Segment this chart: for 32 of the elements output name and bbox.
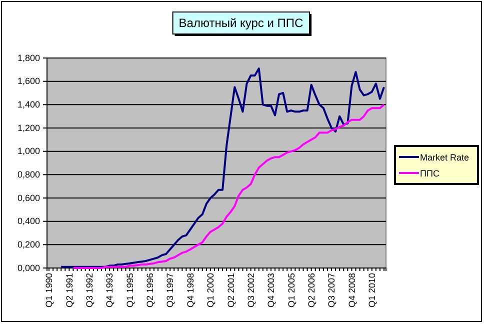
y-tick-label: 0,000 (17, 262, 40, 273)
x-tick-label: Q2 2006 (306, 273, 316, 308)
y-tick-label: 1,000 (17, 146, 40, 156)
y-tick-label: 0,600 (17, 192, 40, 203)
chart-title: Валютный курс и ППС (178, 16, 304, 30)
line-series (60, 68, 385, 268)
x-tick-label: Q2 1996 (145, 273, 156, 308)
y-tick-label: 1,200 (17, 122, 40, 133)
x-tick-label: Q3 1997 (165, 273, 176, 308)
x-tick-label: Q4 1998 (185, 273, 196, 308)
x-tick-label: Q4 2003 (266, 273, 276, 308)
y-tick-label: 0,200 (17, 240, 40, 250)
x-tick-label: Q2 2001 (226, 273, 236, 308)
x-tick-label: Q4 1993 (104, 273, 115, 308)
x-tick-label: Q1 2005 (286, 273, 296, 308)
y-tick-label: 1,800 (17, 52, 40, 63)
y-tick-label: 0,800 (17, 170, 40, 180)
x-tick-label: Q1 2000 (206, 273, 216, 308)
x-tick-label: Q2 1991 (64, 273, 74, 308)
y-tick-label: 1,600 (17, 76, 40, 86)
y-tick-label: 1,400 (17, 100, 40, 110)
x-tick-label: Q1 1990 (44, 273, 54, 308)
line-series (72, 104, 385, 269)
y-tick-label: 0,400 (17, 216, 40, 226)
legend-label: ППС (420, 168, 440, 178)
x-tick-label: Q4 2008 (346, 273, 357, 308)
x-tick-label: Q3 2007 (326, 273, 337, 308)
x-tick-label: Q3 2002 (246, 273, 256, 308)
legend-label: Market Rate (420, 152, 470, 162)
x-tick-label: Q3 1992 (84, 273, 95, 308)
x-tick-label: Q1 2010 (367, 273, 378, 308)
x-tick-label: Q1 1995 (124, 273, 135, 308)
